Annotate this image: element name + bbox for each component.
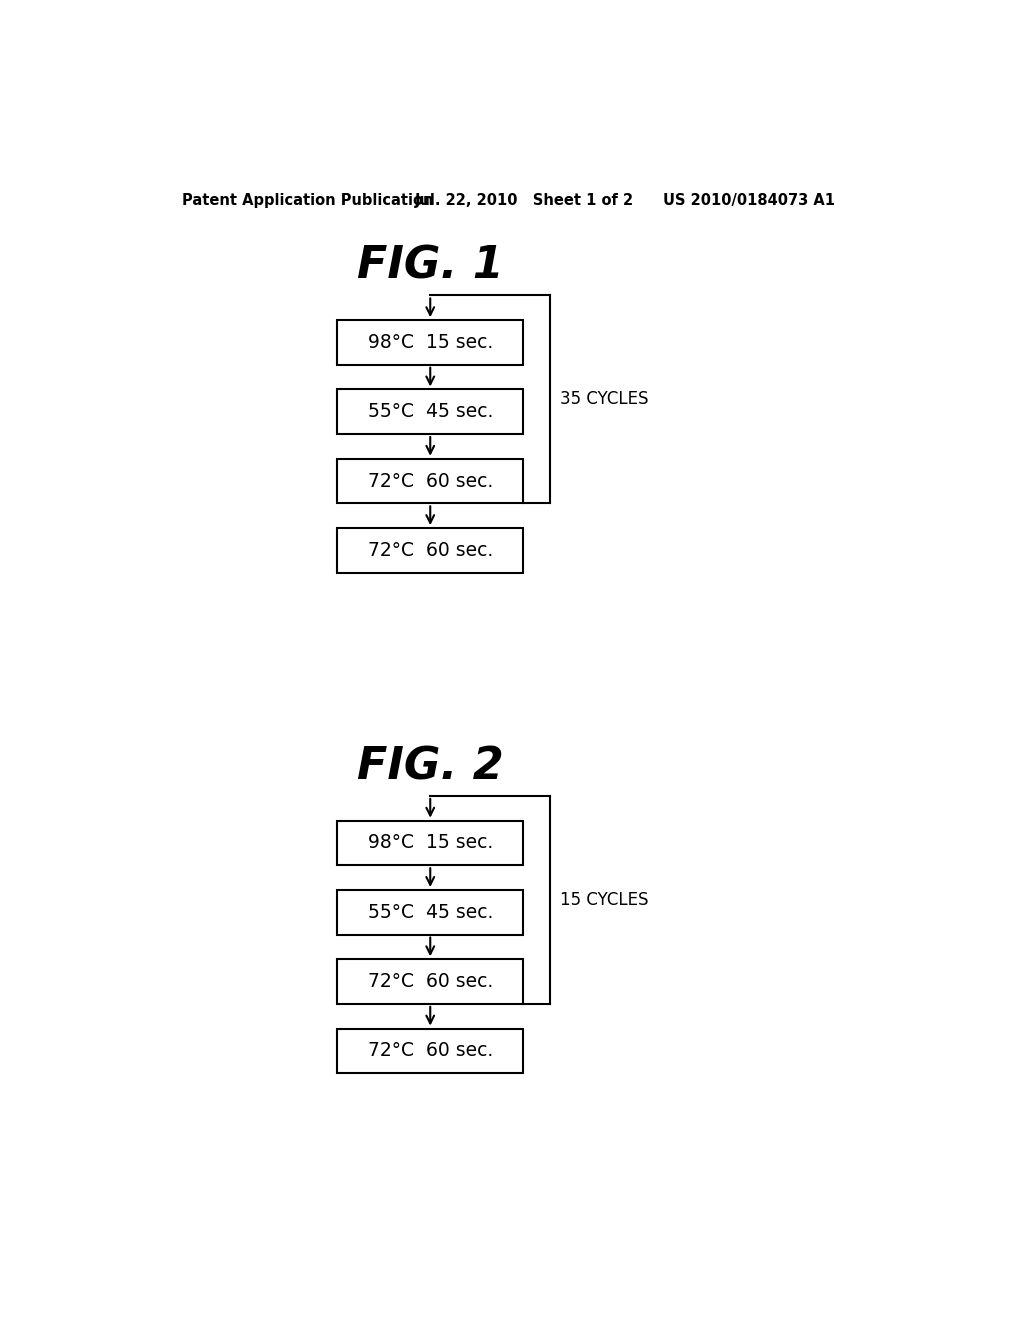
Text: 98°C  15 sec.: 98°C 15 sec. bbox=[368, 833, 493, 853]
Text: Patent Application Publication: Patent Application Publication bbox=[182, 193, 434, 209]
Text: FIG. 2: FIG. 2 bbox=[357, 746, 504, 788]
Bar bbox=[337, 528, 523, 573]
Text: 15 CYCLES: 15 CYCLES bbox=[560, 891, 648, 909]
Text: 98°C  15 sec.: 98°C 15 sec. bbox=[368, 333, 493, 352]
Bar bbox=[337, 1028, 523, 1073]
Text: 72°C  60 sec.: 72°C 60 sec. bbox=[368, 972, 493, 991]
Text: Jul. 22, 2010   Sheet 1 of 2: Jul. 22, 2010 Sheet 1 of 2 bbox=[415, 193, 634, 209]
Bar bbox=[337, 821, 523, 866]
Bar bbox=[337, 389, 523, 434]
Text: FIG. 1: FIG. 1 bbox=[357, 244, 504, 288]
Bar bbox=[337, 960, 523, 1003]
Text: 55°C  45 sec.: 55°C 45 sec. bbox=[368, 903, 493, 921]
Text: US 2010/0184073 A1: US 2010/0184073 A1 bbox=[663, 193, 835, 209]
Text: 72°C  60 sec.: 72°C 60 sec. bbox=[368, 471, 493, 491]
Text: 72°C  60 sec.: 72°C 60 sec. bbox=[368, 541, 493, 560]
Bar bbox=[337, 890, 523, 935]
Text: 55°C  45 sec.: 55°C 45 sec. bbox=[368, 403, 493, 421]
Bar bbox=[337, 321, 523, 364]
Text: 72°C  60 sec.: 72°C 60 sec. bbox=[368, 1041, 493, 1060]
Bar bbox=[337, 459, 523, 503]
Text: 35 CYCLES: 35 CYCLES bbox=[560, 391, 648, 408]
